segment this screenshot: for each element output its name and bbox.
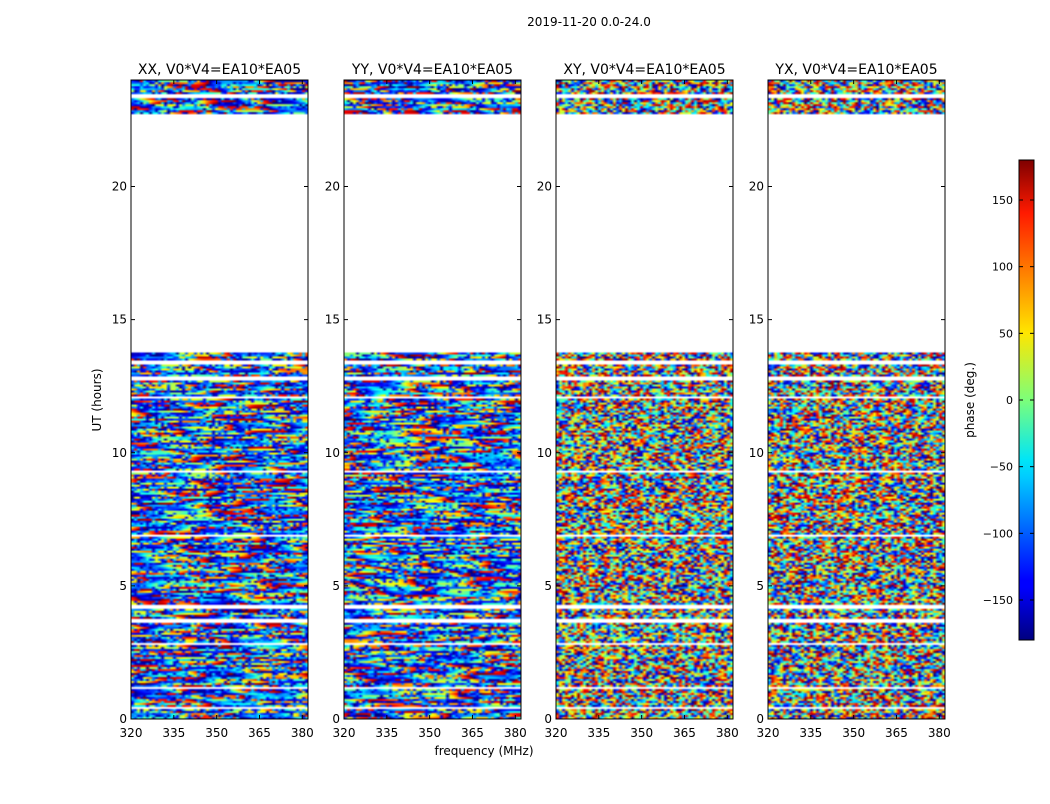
y-tick-label: 15	[112, 313, 127, 327]
panel-title: XX, V0*V4=EA10*EA05	[138, 62, 301, 78]
y-tick-label: 10	[537, 446, 552, 460]
y-tick-label: 20	[325, 180, 340, 194]
x-tick-label: 365	[248, 726, 271, 740]
panel-frame	[343, 79, 522, 720]
chart-suptitle: 2019-11-20 0.0-24.0	[527, 15, 651, 29]
phase-image-yx	[768, 80, 945, 719]
colorbar-tick-label: −150	[983, 594, 1013, 607]
y-tick-label: 20	[112, 180, 127, 194]
panel-xx: XX, V0*V4=EA10*EA05 320 335 350 365 380 0 5 10 15…	[112, 62, 314, 740]
colorbar-tick-label: 100	[992, 261, 1013, 274]
panel-frame	[767, 79, 946, 720]
x-tick-label: 380	[716, 726, 739, 740]
colorbar-tick-label: 0	[1006, 394, 1013, 407]
x-tick-label: 335	[162, 726, 185, 740]
x-tick-label: 350	[418, 726, 441, 740]
panel-xy: XY, V0*V4=EA10*EA05 320 335 350 365 380 0 5 10 15…	[537, 62, 739, 740]
y-axis-label: UT (hours)	[90, 368, 104, 431]
y-tick-label: 15	[749, 313, 764, 327]
colorbar-tick-label: 150	[992, 194, 1013, 207]
y-tick-label: 5	[756, 579, 764, 593]
x-tick-label: 335	[587, 726, 610, 740]
y-tick-label: 5	[119, 579, 127, 593]
y-tick-label: 10	[749, 446, 764, 460]
y-tick-label: 0	[119, 712, 127, 726]
y-tick-label: 5	[332, 579, 340, 593]
panel-frame	[555, 79, 734, 720]
y-tick-label: 0	[756, 712, 764, 726]
panel-yy: YY, V0*V4=EA10*EA05 320 335 350 365 380 0 5 10 15…	[325, 62, 527, 740]
y-tick-label: 20	[537, 180, 552, 194]
panel-title: YX, V0*V4=EA10*EA05	[774, 62, 937, 78]
x-tick-label: 380	[504, 726, 527, 740]
x-tick-label: 350	[205, 726, 228, 740]
y-tick-label: 0	[544, 712, 552, 726]
colorbar-label: phase (deg.)	[963, 362, 977, 438]
y-tick-label: 10	[325, 446, 340, 460]
x-tick-label: 320	[333, 726, 356, 740]
panels: XX, V0*V4=EA10*EA05 320 335 350 365 380 0 5 10 15…	[112, 62, 951, 740]
phase-image-yy	[344, 80, 521, 719]
phase-image-xx	[131, 80, 308, 719]
x-tick-label: 335	[799, 726, 822, 740]
colorbar-tick-label: −100	[983, 527, 1013, 540]
x-tick-label: 350	[842, 726, 865, 740]
panel-title: XY, V0*V4=EA10*EA05	[563, 62, 725, 78]
x-tick-label: 365	[673, 726, 696, 740]
panel-yx: YX, V0*V4=EA10*EA05 320 335 350 365 380 0 5 10 15…	[749, 62, 951, 740]
x-tick-label: 335	[375, 726, 398, 740]
phase-image-xy	[556, 80, 733, 719]
colorbar-tick-label: 50	[999, 327, 1013, 340]
y-tick-label: 5	[544, 579, 552, 593]
panel-title: YY, V0*V4=EA10*EA05	[351, 62, 513, 78]
x-axis-label: frequency (MHz)	[434, 744, 533, 758]
colorbar-tick-label: −50	[990, 461, 1013, 474]
x-tick-label: 320	[545, 726, 568, 740]
x-tick-label: 350	[630, 726, 653, 740]
y-tick-label: 10	[112, 446, 127, 460]
x-tick-label: 365	[885, 726, 908, 740]
x-tick-label: 380	[291, 726, 314, 740]
x-tick-label: 320	[120, 726, 143, 740]
y-tick-label: 0	[332, 712, 340, 726]
x-tick-label: 365	[461, 726, 484, 740]
x-tick-label: 380	[928, 726, 951, 740]
colorbar: −150 −100 −50 0 50 100 150 phase (deg.)	[963, 159, 1035, 641]
x-tick-label: 320	[757, 726, 780, 740]
y-tick-label: 15	[537, 313, 552, 327]
y-tick-label: 20	[749, 180, 764, 194]
y-tick-label: 15	[325, 313, 340, 327]
panel-frame	[130, 79, 309, 720]
